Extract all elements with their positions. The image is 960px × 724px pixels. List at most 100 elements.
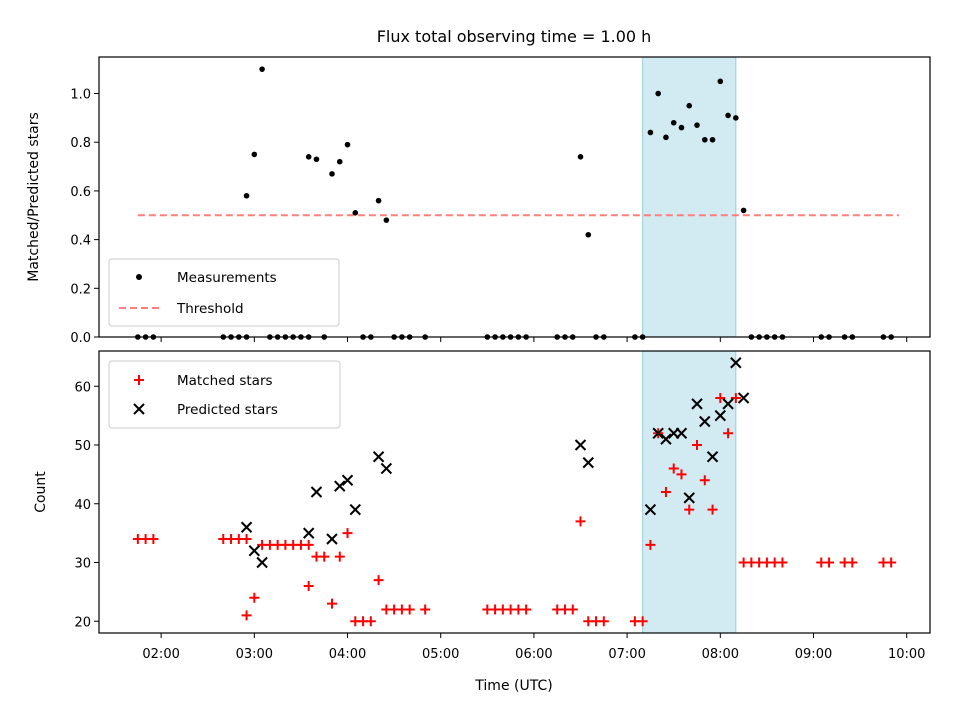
- matched-star-point: [404, 604, 415, 615]
- matched-star-point: [660, 487, 671, 497]
- measurement-point: [670, 119, 677, 126]
- y-tick-label: 0.6: [70, 185, 91, 200]
- measurement-point: [717, 78, 724, 85]
- x-axis-label: Time (UTC): [474, 678, 552, 694]
- legend-measurements-label: Measurements: [177, 270, 277, 286]
- x-tick-label: 04:00: [329, 647, 366, 662]
- measurement-point: [329, 171, 335, 177]
- x-tick-label: 02:00: [142, 647, 179, 662]
- top-y-axis-label: Matched/Predicted stars: [26, 112, 42, 282]
- bottom-legend: Matched stars Predicted stars: [108, 360, 341, 429]
- predicted-star-point: [675, 427, 688, 439]
- predicted-star-point: [341, 474, 354, 486]
- matched-star-point: [365, 616, 376, 627]
- matched-star-point: [684, 504, 695, 515]
- x-tick-label: 10:00: [888, 647, 925, 662]
- matched-star-point: [567, 604, 578, 615]
- predicted-star-point: [310, 486, 323, 498]
- predicted-star-point: [248, 545, 261, 557]
- top-legend-box: [108, 258, 340, 327]
- matched-star-point: [334, 551, 345, 562]
- matched-star-point: [598, 616, 609, 627]
- measurement-point: [678, 124, 685, 131]
- matched-star-point: [303, 581, 314, 591]
- matched-star-point: [824, 557, 835, 568]
- measurement-point: [740, 207, 747, 214]
- bottom-ticks: 20 30 40 50 60 02:00 03:00 04:00 05:00 06:00 07:00…: [74, 380, 925, 662]
- predicted-star-point: [372, 451, 385, 463]
- matched-star-point: [148, 534, 159, 544]
- x-tick-label: 07:00: [608, 647, 645, 662]
- x-tick-label: 09:00: [795, 647, 832, 662]
- measurement-point: [243, 192, 250, 199]
- matched-star-point: [319, 551, 330, 562]
- measurement-point: [313, 156, 320, 163]
- matched-star-point: [420, 604, 431, 615]
- measurement-point: [725, 112, 731, 119]
- predicted-star-point: [349, 503, 361, 516]
- matched-star-point: [373, 575, 384, 586]
- x-tick-label: 06:00: [515, 647, 552, 662]
- predicted-star-point: [706, 451, 719, 463]
- predicted-star-point: [326, 533, 338, 545]
- predicted-star-point: [722, 398, 734, 410]
- y-tick-label: 30: [74, 557, 91, 572]
- predicted-star-point: [714, 409, 727, 422]
- matched-star-point: [847, 557, 858, 568]
- legend-predicted-marker: [133, 403, 145, 415]
- matched-star-point: [575, 516, 586, 527]
- measurement-point: [733, 115, 739, 121]
- y-tick-label: 50: [74, 439, 91, 454]
- bottom-points: [132, 357, 897, 627]
- matched-star-point: [668, 463, 679, 474]
- measurement-point: [305, 154, 312, 160]
- top-highlight-band: [642, 56, 737, 338]
- measurement-point: [383, 217, 390, 223]
- matched-star-point: [241, 534, 252, 544]
- matched-star-point: [249, 592, 260, 603]
- predicted-star-point: [302, 527, 315, 539]
- matched-star-point: [676, 469, 687, 480]
- matched-star-point: [692, 440, 703, 450]
- matched-star-point: [521, 604, 532, 615]
- y-tick-label: 0.8: [70, 136, 91, 151]
- predicted-star-point: [256, 556, 268, 569]
- legend-threshold-label: Threshold: [176, 301, 244, 317]
- bottom-highlight-band: [642, 350, 737, 634]
- x-tick-label: 03:00: [236, 647, 273, 662]
- measurement-point: [709, 136, 716, 143]
- predicted-star-point: [660, 433, 672, 445]
- top-legend: Measurements Threshold: [108, 258, 340, 327]
- y-tick-label: 0.4: [70, 234, 91, 249]
- predicted-star-point: [737, 392, 750, 404]
- bottom-legend-box: [108, 360, 341, 429]
- matched-star-point: [241, 610, 252, 621]
- measurement-point: [647, 129, 654, 136]
- measurement-point: [655, 90, 661, 97]
- measurement-point: [686, 102, 693, 109]
- legend-predicted-label: Predicted stars: [177, 402, 278, 418]
- legend-matched-label: Matched stars: [177, 373, 273, 389]
- predicted-star-point: [582, 456, 594, 469]
- matched-star-point: [637, 616, 648, 627]
- predicted-star-point: [574, 439, 587, 451]
- measurement-point: [577, 154, 584, 160]
- matched-star-point: [777, 557, 788, 568]
- matched-star-point: [707, 504, 718, 515]
- matched-star-point: [326, 598, 337, 609]
- predicted-star-point: [699, 415, 711, 428]
- predicted-star-point: [730, 357, 742, 369]
- y-tick-label: 1.0: [70, 88, 91, 103]
- bottom-panel: 20 30 40 50 60 02:00 03:00 04:00 05:00 06:00 07:00…: [33, 350, 931, 694]
- measurement-point: [663, 134, 669, 141]
- measurement-point: [259, 66, 265, 72]
- top-ticks: 0.0 0.2 0.4 0.6 0.8 1.0: [70, 88, 908, 346]
- predicted-star-point: [652, 427, 664, 439]
- measurement-point: [701, 136, 708, 143]
- y-tick-label: 0.2: [70, 282, 91, 297]
- measurement-point: [585, 231, 592, 238]
- bottom-y-axis-label: Count: [33, 471, 49, 513]
- predicted-star-point: [691, 398, 703, 410]
